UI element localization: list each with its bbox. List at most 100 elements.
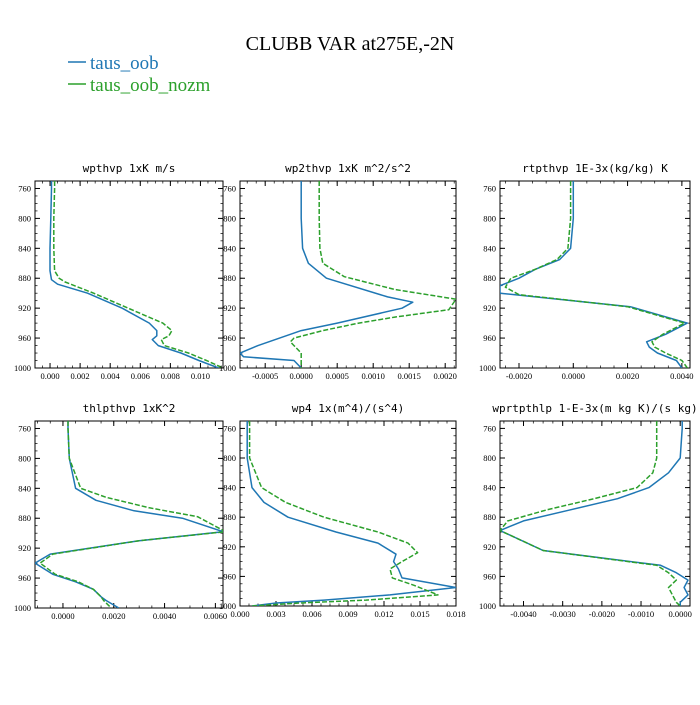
y-tick-label: 880 — [483, 512, 496, 522]
x-tick-label: -0.0020 — [589, 609, 615, 619]
y-tick-label: 880 — [223, 512, 236, 522]
panel-3: rtpthvp 1E-3x(kg/kg) K 1000 960 920 880 840 80… — [479, 162, 694, 381]
y-tick-label: 840 — [483, 243, 496, 253]
panel-title: wp4 1x(m^4)/(s^4) — [292, 402, 405, 415]
y-tick-label: 960 — [18, 333, 31, 343]
legend-label-taus-oob: taus_oob — [90, 53, 159, 74]
y-tick-label: 760 — [223, 423, 236, 433]
x-tick-label: 0.0000 — [290, 371, 313, 381]
series-line-taus-oob-nozm — [248, 421, 439, 606]
y-tick-label: 800 — [223, 453, 236, 463]
legend: taus_oob taus_oob_nozm — [68, 53, 211, 96]
y-tick-label: 960 — [483, 571, 496, 581]
x-tick-label: -0.0040 — [510, 609, 536, 619]
y-tick-label: 960 — [223, 571, 236, 581]
series-line-taus-oob-nozm — [53, 181, 223, 368]
x-tick-label: 0.000 — [230, 609, 249, 619]
x-tick-label: 0.000 — [40, 371, 59, 381]
y-tick-label: 800 — [483, 453, 496, 463]
panel-title: rtpthvp 1E-3x(kg/kg) K — [522, 162, 668, 175]
panel-frame — [239, 180, 457, 369]
y-tick-label: 1000 — [14, 603, 31, 613]
y-tick-label: 1000 — [219, 363, 236, 373]
x-tick-label: 0.0000 — [562, 371, 585, 381]
series-line-taus-oob — [240, 181, 414, 368]
y-tick-label: 920 — [223, 542, 236, 552]
x-tick-label: 0.0020 — [102, 611, 125, 621]
y-tick-label: 880 — [223, 273, 236, 283]
panel-frame — [499, 420, 691, 607]
y-tick-label: 960 — [223, 333, 236, 343]
y-tick-label: 880 — [18, 513, 31, 523]
y-tick-label: 920 — [483, 542, 496, 552]
y-tick-label: 840 — [18, 483, 31, 493]
y-tick-label: 800 — [483, 213, 496, 223]
y-tick-label: 920 — [18, 303, 31, 313]
x-tick-label: 0.018 — [446, 609, 465, 619]
y-tick-label: 920 — [223, 303, 236, 313]
panel-grid: wpthvp 1xK m/s 1000 960 920 880 840 800 760 0.00… — [14, 162, 698, 621]
y-tick-label: 760 — [18, 183, 31, 193]
series-line-taus-oob — [35, 421, 223, 608]
y-tick-label: 760 — [223, 183, 236, 193]
panel-frame — [34, 420, 224, 609]
y-tick-label: 1000 — [479, 363, 496, 373]
x-tick-label: -0.0020 — [506, 371, 532, 381]
panel-frame — [239, 420, 457, 607]
x-tick-label: -0.0005 — [252, 371, 278, 381]
panel-6: wprtpthlp 1-E-3x(m kg K)/(s kg) 1000 960 92… — [479, 402, 698, 619]
y-tick-label: 920 — [18, 543, 31, 553]
y-tick-label: 800 — [223, 213, 236, 223]
x-tick-label: 0.0000 — [51, 611, 74, 621]
y-tick-label: 760 — [483, 423, 496, 433]
panel-title: wp2thvp 1xK m^2/s^2 — [285, 162, 411, 175]
panel-1: wpthvp 1xK m/s 1000 960 920 880 840 800 760 0.00… — [14, 162, 224, 381]
x-tick-label: 0.008 — [161, 371, 180, 381]
x-tick-label: -0.0010 — [628, 609, 654, 619]
series-line-taus-oob — [49, 181, 219, 368]
y-tick-label: 760 — [18, 423, 31, 433]
x-tick-label: 0.0040 — [670, 371, 693, 381]
x-tick-label: 0.004 — [101, 371, 121, 381]
y-tick-label: 1000 — [479, 601, 496, 611]
x-tick-label: 0.0060 — [204, 611, 227, 621]
x-tick-label: 0.0040 — [153, 611, 176, 621]
x-tick-label: 0.015 — [410, 609, 429, 619]
series-line-taus-oob-nozm — [39, 421, 223, 608]
x-tick-label: 0.010 — [191, 371, 210, 381]
x-tick-label: 0.006 — [302, 609, 321, 619]
legend-label-taus-oob-nozm: taus_oob_nozm — [90, 75, 211, 96]
y-tick-label: 880 — [18, 273, 31, 283]
panel-frame — [499, 180, 691, 369]
panel-2: wp2thvp 1xK m^2/s^2 1000 960 920 880 840 800 76… — [219, 162, 457, 381]
y-tick-label: 840 — [18, 243, 31, 253]
y-tick-label: 760 — [483, 183, 496, 193]
y-tick-label: 1000 — [219, 601, 236, 611]
panel-title: thlpthvp 1xK^2 — [83, 402, 176, 415]
series-line-taus-oob-nozm — [500, 421, 681, 606]
x-tick-label: 0.002 — [71, 371, 90, 381]
x-tick-label: 0.012 — [374, 609, 393, 619]
y-tick-label: 960 — [483, 333, 496, 343]
x-tick-label: 0.0020 — [616, 371, 639, 381]
series-line-taus-oob-nozm — [289, 181, 456, 368]
x-tick-label: -0.0030 — [550, 609, 576, 619]
y-tick-label: 840 — [223, 243, 236, 253]
x-tick-label: 0.009 — [338, 609, 357, 619]
figure-title: CLUBB VAR at275E,-2N — [246, 33, 455, 55]
y-tick-label: 840 — [223, 483, 236, 493]
y-tick-label: 1000 — [14, 363, 31, 373]
x-tick-label: 0.0015 — [398, 371, 421, 381]
panel-title: wprtpthlp 1-E-3x(m kg K)/(s kg) — [492, 402, 697, 415]
y-tick-label: 800 — [18, 213, 31, 223]
series-line-taus-oob — [500, 181, 689, 368]
series-line-taus-oob — [500, 421, 689, 606]
y-tick-label: 880 — [483, 273, 496, 283]
x-tick-label: 0.003 — [266, 609, 285, 619]
series-line-taus-oob-nozm — [504, 181, 688, 368]
x-tick-label: 0.006 — [131, 371, 150, 381]
x-tick-label: 0.0005 — [326, 371, 349, 381]
series-line-taus-oob — [246, 421, 456, 606]
panel-frame — [34, 180, 224, 369]
